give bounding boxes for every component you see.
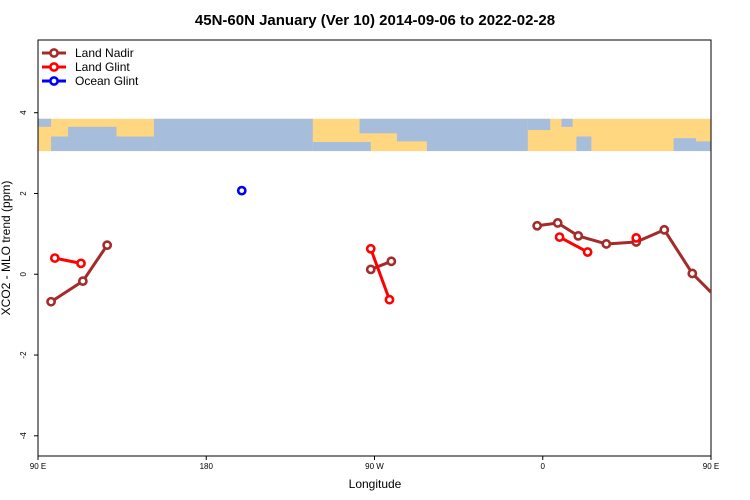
land-nadir-point bbox=[102, 240, 113, 251]
land-nadir-point bbox=[552, 218, 563, 228]
land-nadir-point bbox=[601, 239, 612, 249]
land-nadir-point bbox=[573, 230, 584, 241]
legend-label-ocean-glint: Ocean Glint bbox=[75, 74, 139, 88]
legend-label-land-glint: Land Glint bbox=[75, 60, 130, 74]
land-nadir-point bbox=[745, 278, 750, 285]
world-map-band bbox=[38, 118, 750, 152]
x-axis-label: Longitude bbox=[349, 477, 402, 491]
map-ocean bbox=[153, 118, 313, 152]
land-nadir-line bbox=[536, 221, 711, 295]
land-glint-line bbox=[558, 235, 589, 254]
legend-marker-land-glint bbox=[49, 62, 59, 72]
legend-marker-land-nadir bbox=[49, 48, 59, 58]
x-tick-label: 90 E bbox=[703, 462, 719, 471]
y-axis-label: XCO2 - MLO trend (ppm) bbox=[0, 181, 13, 316]
map-ocean bbox=[67, 126, 117, 139]
map-ocean bbox=[51, 136, 154, 152]
land-nadir-point bbox=[46, 296, 56, 307]
land-nadir-point bbox=[532, 220, 543, 231]
map-ocean bbox=[396, 125, 433, 142]
x-tick-label: 90 W bbox=[365, 462, 384, 471]
land-glint-line bbox=[726, 258, 750, 263]
map-ocean bbox=[696, 141, 711, 152]
series-layer bbox=[46, 185, 750, 307]
map-ocean bbox=[426, 118, 528, 152]
legend-marker-ocean-glint bbox=[49, 76, 59, 86]
land-nadir-point bbox=[77, 276, 88, 287]
chart-title: 45N-60N January (Ver 10) 2014-09-06 to 2… bbox=[195, 12, 555, 29]
land-glint-point bbox=[722, 254, 729, 261]
land-glint-point bbox=[76, 258, 86, 269]
map-ocean bbox=[576, 136, 592, 152]
land-glint-point bbox=[631, 233, 642, 243]
land-nadir-point bbox=[386, 256, 397, 267]
land-nadir-point bbox=[659, 224, 670, 235]
map-ocean bbox=[673, 138, 697, 152]
y-tick-label: 4 bbox=[19, 110, 28, 115]
y-tick-label: -4 bbox=[19, 432, 28, 440]
map-ocean bbox=[733, 119, 750, 134]
y-axis: -4 -2 0 2 4 bbox=[19, 110, 38, 439]
x-axis: 90 E 180 90 W 0 90 E bbox=[30, 456, 719, 471]
land-glint-point bbox=[554, 232, 565, 242]
x-tick-label: 90 E bbox=[30, 462, 46, 471]
land-nadir-point bbox=[687, 268, 698, 279]
x-tick-label: 180 bbox=[200, 462, 214, 471]
land-nadir-point bbox=[717, 298, 724, 305]
map-ocean bbox=[38, 118, 52, 127]
y-tick-label: -2 bbox=[19, 351, 28, 359]
land-glint-point bbox=[582, 247, 593, 257]
y-tick-label: 0 bbox=[19, 271, 28, 276]
y-tick-label: 2 bbox=[19, 191, 28, 196]
land-glint-line bbox=[369, 248, 391, 301]
land-nadir-line bbox=[50, 244, 109, 303]
land-nadir-point bbox=[365, 264, 376, 275]
map-ocean bbox=[527, 118, 551, 131]
land-glint-point bbox=[365, 243, 376, 254]
land-glint-point bbox=[49, 253, 60, 263]
map-ocean bbox=[312, 142, 371, 152]
legend-label-land-nadir: Land Nadir bbox=[75, 46, 134, 60]
land-glint-point bbox=[384, 294, 395, 305]
x-tick-label: 0 bbox=[541, 462, 546, 471]
map-ocean bbox=[561, 118, 573, 127]
ocean-glint-point bbox=[236, 185, 247, 196]
